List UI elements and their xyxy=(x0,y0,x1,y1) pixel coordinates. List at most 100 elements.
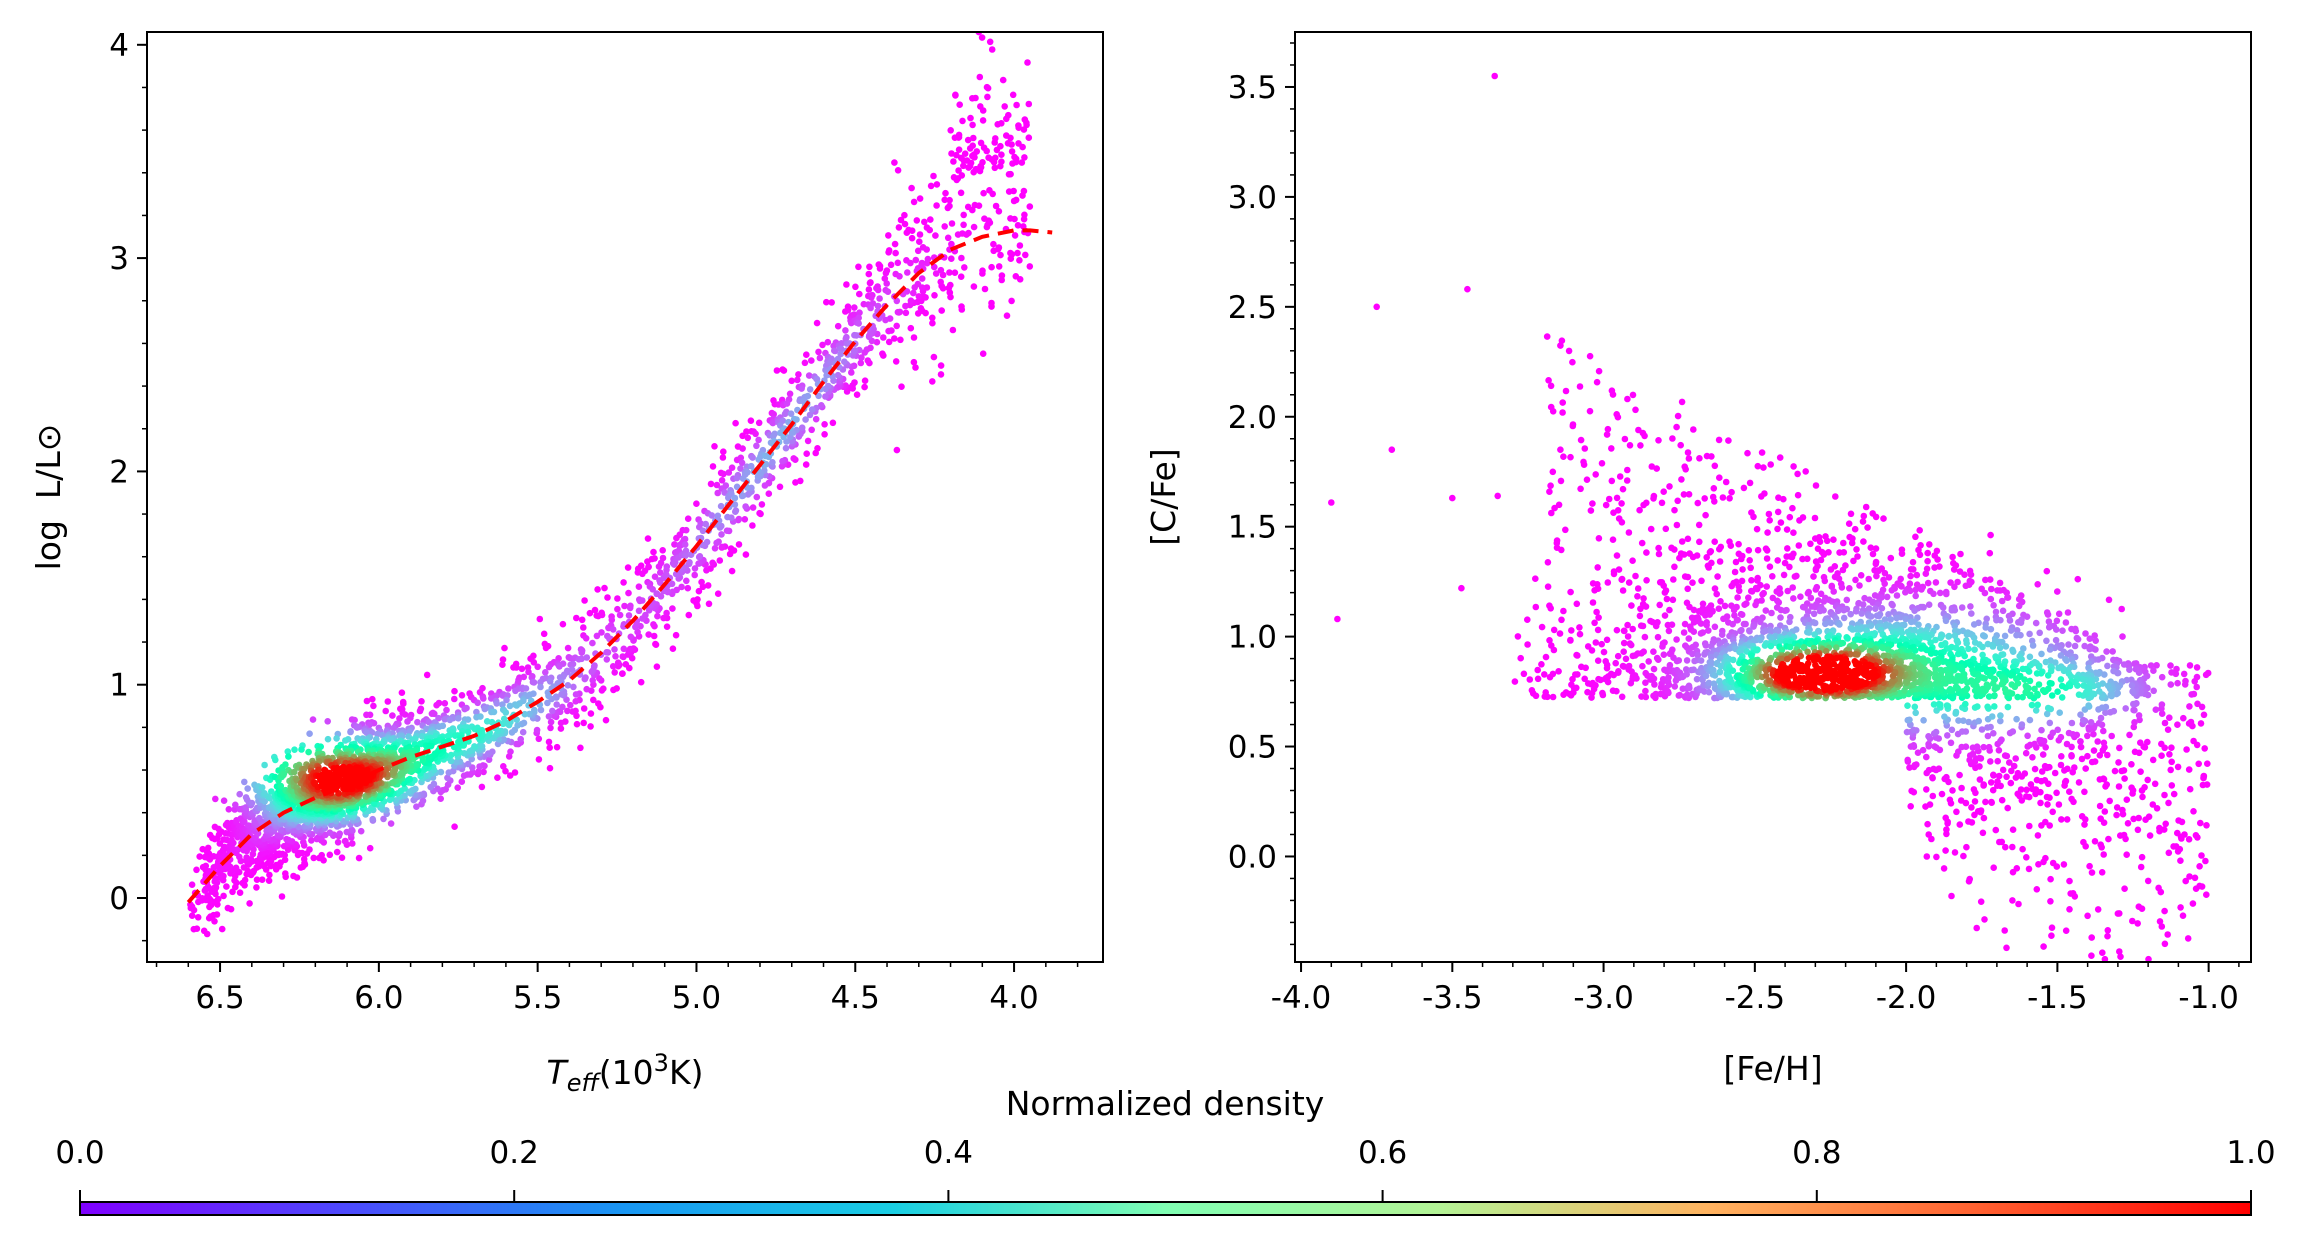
carbon-point xyxy=(1555,668,1562,675)
hr-point xyxy=(290,872,297,880)
carbon-point xyxy=(1680,491,1688,498)
carbon-point xyxy=(1748,588,1756,595)
carbon-point xyxy=(2049,729,2057,737)
carbon-point xyxy=(2198,852,2205,859)
carbon-point xyxy=(1705,564,1712,571)
carbon-point xyxy=(1557,446,1564,454)
carbon-point xyxy=(2128,784,2135,791)
carbon-point xyxy=(1690,628,1698,635)
hr-point xyxy=(755,436,762,444)
carbon-point xyxy=(1560,453,1567,461)
hr-point xyxy=(193,866,200,874)
carbon-point xyxy=(2071,642,2079,650)
carbon-point xyxy=(1694,499,1702,507)
carbon-point xyxy=(1718,631,1726,638)
hr-point xyxy=(948,255,955,262)
carbon-point xyxy=(1977,807,1985,814)
carbon-point xyxy=(2166,751,2173,758)
carbon-point xyxy=(1832,493,1839,500)
carbon-point xyxy=(1942,847,1949,854)
carbon-point xyxy=(1807,540,1814,548)
hr-xtick-label: 4.5 xyxy=(831,980,880,1016)
hr-point xyxy=(977,139,985,147)
hr-point xyxy=(808,426,815,434)
carbon-point xyxy=(1565,347,1573,355)
hr-point xyxy=(858,354,865,361)
carbon-point xyxy=(1696,538,1703,546)
carbon-point xyxy=(1652,690,1660,698)
carbon-point xyxy=(2026,630,2033,638)
hr-point xyxy=(682,547,690,555)
carbon-point xyxy=(1603,431,1611,438)
carbon-point xyxy=(2144,776,2151,784)
hr-point xyxy=(348,826,356,834)
carbon-point xyxy=(2180,670,2188,678)
carbon-point xyxy=(1835,575,1843,582)
carbon-point xyxy=(2043,637,2050,645)
carbon-point xyxy=(1551,504,1558,512)
carbon-point xyxy=(2121,775,2128,782)
carbon-point xyxy=(2049,808,2056,816)
hr-point xyxy=(374,730,381,738)
carbon-point xyxy=(1726,495,1733,502)
carbon-point xyxy=(1976,763,1983,770)
hr-point xyxy=(1021,154,1028,161)
carbon-point xyxy=(1658,499,1666,507)
hr-point xyxy=(681,535,689,543)
carbon-point xyxy=(1926,541,1933,548)
carbon-point xyxy=(1989,786,1997,794)
carbon-point xyxy=(2051,769,2059,777)
carbon-point xyxy=(1996,838,2003,846)
carbon-point xyxy=(1557,342,1564,349)
hr-point xyxy=(451,695,458,703)
hr-point xyxy=(525,668,532,676)
carbon-point xyxy=(2104,662,2111,670)
carbon-point xyxy=(1784,545,1791,552)
hr-point xyxy=(773,367,781,374)
carbon-point xyxy=(1851,525,1859,533)
carbon-point xyxy=(1729,620,1736,628)
hr-point xyxy=(769,433,777,440)
carbon-point xyxy=(1569,358,1576,366)
hr-point xyxy=(979,107,987,114)
carbon-point xyxy=(2092,637,2099,644)
hr-point xyxy=(851,379,858,386)
carbon-point xyxy=(2186,662,2194,669)
carbon-point xyxy=(1840,606,1848,614)
carbon-point xyxy=(2081,821,2088,828)
hr-point xyxy=(998,151,1005,158)
carbon-point xyxy=(2038,726,2045,734)
hr-point xyxy=(907,297,915,305)
carbon-point xyxy=(1610,509,1617,516)
carbon-point xyxy=(1738,555,1745,563)
hr-point xyxy=(790,455,797,462)
hr-point xyxy=(932,270,940,277)
hr-point xyxy=(230,839,237,847)
carbon-point xyxy=(1711,498,1718,505)
carbon-point xyxy=(1853,546,1860,553)
carbon-point xyxy=(1872,513,1880,521)
carbon-point xyxy=(1328,499,1335,506)
hr-point xyxy=(861,377,869,385)
carbon-point xyxy=(1977,898,1985,905)
hr-point xyxy=(892,249,899,257)
carbon-point xyxy=(1676,554,1683,562)
hr-point xyxy=(967,114,974,122)
hr-point xyxy=(735,541,743,548)
carbon-point xyxy=(1992,826,2000,834)
hr-point xyxy=(1008,297,1015,305)
hr-point xyxy=(549,707,556,715)
hr-point xyxy=(921,218,928,226)
carbon-point xyxy=(1908,787,1915,795)
carbon-point xyxy=(2024,732,2031,740)
hr-point xyxy=(737,465,744,472)
carbon-point xyxy=(1532,692,1540,700)
carbon-point xyxy=(1705,688,1713,696)
carbon-point xyxy=(1674,497,1681,505)
hr-point xyxy=(435,714,442,722)
carbon-point xyxy=(2053,626,2060,633)
hr-point xyxy=(612,653,619,660)
carbon-point xyxy=(1929,774,1936,781)
carbon-point xyxy=(1925,740,1932,748)
carbon-point xyxy=(1970,786,1978,793)
